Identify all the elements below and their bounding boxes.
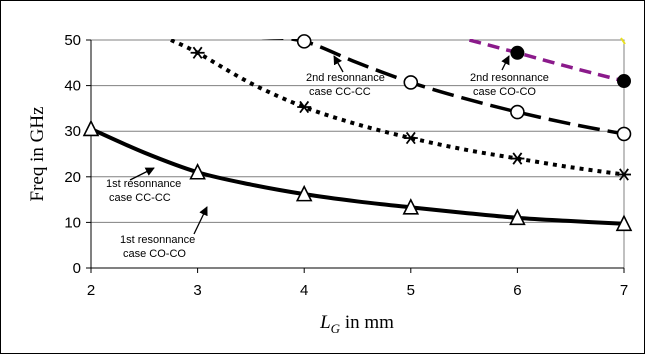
annotation-1st-cc-cc-line2: case CC-CC [109, 192, 171, 204]
annotation-2nd-co-co-line1: 2nd resonnance [470, 72, 549, 84]
x-tick-label: 3 [193, 282, 201, 299]
data-point-co1 [617, 168, 631, 181]
annotation-arrow-1st-cc-cc [129, 167, 155, 181]
data-point-cc1 [402, 198, 420, 215]
annotation-1st-co-co: 1st resonnance case CO-CO [120, 234, 195, 260]
annotation-2nd-cc-cc: 2nd resonnance case CC-CC [306, 72, 385, 98]
data-point-cc1 [82, 119, 100, 137]
x-tick-label: 5 [407, 282, 415, 299]
data-point-cc2 [510, 104, 525, 120]
asterisk-stroke [299, 100, 310, 114]
y-tick-label: 50 [64, 32, 81, 49]
data-point-co1 [510, 152, 525, 165]
x-tick-label: 4 [300, 282, 308, 299]
data-point-cc2 [616, 126, 632, 142]
annotation-1st-cc-cc: 1st resonnance case CC-CC [106, 178, 181, 204]
tick-labels: 0 10 20 30 40 50 2 3 4 5 6 7 [64, 32, 628, 299]
plot-area [90, 39, 625, 269]
annotation-1st-co-co-line2: case CO-CO [123, 248, 186, 260]
data-point-co1 [297, 100, 312, 114]
data-point-cc1 [615, 214, 633, 232]
x-tick-label: 2 [87, 282, 95, 299]
x-tick-label: 6 [513, 282, 521, 299]
annotation-arrow-2nd-cc-cc [333, 55, 344, 73]
y-tick-label: 40 [64, 78, 81, 95]
asterisk-stroke [405, 131, 416, 145]
series-line-co1 [170, 39, 625, 177]
annotation-2nd-co-co: 2nd resonnance case CO-CO [470, 72, 549, 98]
y-tick-label: 30 [64, 123, 81, 140]
data-point-co2 [510, 45, 525, 60]
annotation-1st-cc-cc-line1: 1st resonnance [106, 178, 181, 190]
y-axis-label: Freq in GHz [27, 107, 48, 202]
data-point-cc1 [189, 162, 206, 180]
annotation-arrow-1st-co-co [193, 206, 208, 235]
data-point-cc1 [295, 184, 313, 202]
corner-glyph [620, 37, 626, 45]
y-tick-label: 0 [73, 260, 81, 277]
asterisk-stroke [619, 168, 629, 181]
x-axis-label-main: L [319, 312, 331, 333]
data-point-co1 [190, 46, 205, 59]
y-tick-label: 10 [64, 214, 81, 231]
x-axis-label-subscript: G [331, 321, 341, 336]
data-point-cc1 [509, 208, 526, 226]
annotation-2nd-cc-cc-line2: case CC-CC [309, 86, 371, 98]
annotation-1st-co-co-line1: 1st resonnance [120, 234, 195, 246]
data-point-cc2 [403, 75, 419, 90]
annotation-2nd-cc-cc-line1: 2nd resonnance [306, 72, 385, 84]
data-point-co1 [403, 131, 418, 145]
asterisk-stroke [512, 152, 523, 165]
x-axis-label: LG in mm [319, 312, 394, 336]
axes [86, 39, 625, 273]
x-axis-label-unit: in mm [340, 312, 394, 333]
series-line-cc1 [91, 127, 625, 226]
series-line-co2 [468, 39, 625, 83]
y-tick-label: 20 [64, 169, 81, 186]
asterisk-stroke [192, 46, 203, 59]
x-tick-label: 7 [620, 282, 628, 299]
grid-lines [91, 39, 624, 223]
data-point-co2 [617, 74, 631, 89]
annotation-2nd-co-co-line2: case CO-CO [473, 86, 536, 98]
annotation-arrow-2nd-co-co [501, 55, 510, 71]
data-point-cc2 [296, 34, 312, 49]
marker-layer [82, 34, 633, 232]
